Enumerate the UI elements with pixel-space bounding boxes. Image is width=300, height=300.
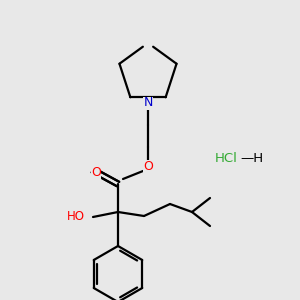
Text: N: N xyxy=(143,97,153,110)
Text: O: O xyxy=(91,166,101,178)
Text: O: O xyxy=(143,160,153,172)
Text: HO: HO xyxy=(67,211,85,224)
Text: HCl: HCl xyxy=(215,152,238,164)
Text: —H: —H xyxy=(240,152,263,164)
